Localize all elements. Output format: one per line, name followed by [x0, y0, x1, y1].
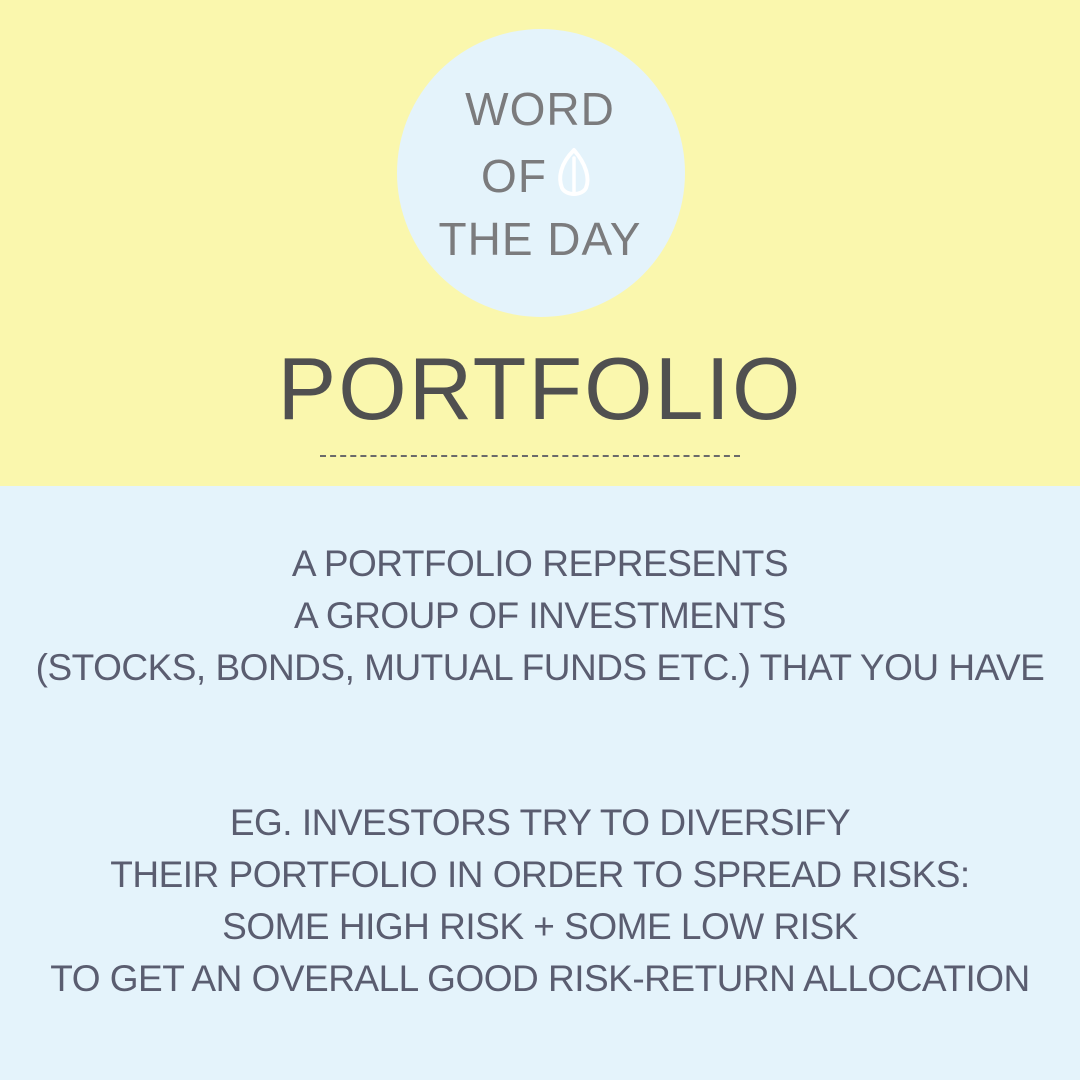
example-paragraph: EG. INVESTORS TRY TO DIVERSIFY THEIR POR… — [0, 797, 1080, 1005]
bottom-background — [0, 486, 1080, 1080]
dashed-divider — [320, 455, 740, 457]
definition-line: A GROUP OF INVESTMENTS — [293, 595, 787, 636]
badge-line-word: WORD — [0, 86, 1080, 132]
definition-line: A PORTFOLIO REPRESENTS — [291, 543, 789, 584]
badge-text-the-day: THE DAY — [438, 213, 642, 265]
definition-paragraph: A PORTFOLIO REPRESENTS A GROUP OF INVEST… — [0, 538, 1080, 694]
definition-line: (STOCKS, BONDS, MUTUAL FUNDS ETC.) THAT … — [35, 647, 1045, 688]
leaf-icon — [558, 148, 590, 196]
badge-line-of: OF — [0, 153, 1080, 199]
example-line: TO GET AN OVERALL GOOD RISK-RETURN ALLOC… — [50, 958, 1030, 999]
example-line: SOME HIGH RISK + SOME LOW RISK — [222, 906, 858, 947]
badge-line-the-day: THE DAY — [0, 216, 1080, 262]
page-title: PORTFOLIO — [277, 339, 803, 438]
word-of-the-day-badge — [397, 29, 685, 317]
example-line: EG. INVESTORS TRY TO DIVERSIFY — [229, 802, 851, 843]
example-line: THEIR PORTFOLIO IN ORDER TO SPREAD RISKS… — [110, 854, 970, 895]
badge-text-word: WORD — [465, 83, 615, 135]
badge-text-of: OF — [481, 150, 547, 202]
